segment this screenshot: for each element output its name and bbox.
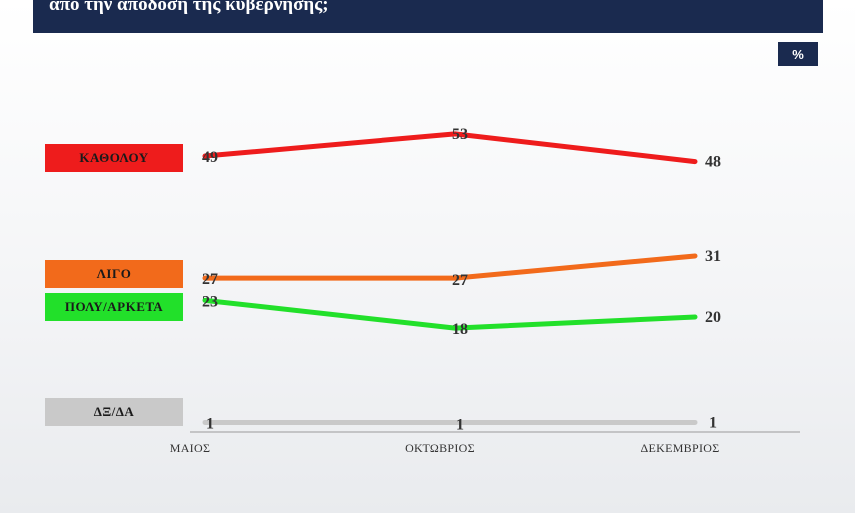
legend-item: ΛΙΓΟ (45, 260, 183, 288)
legend-item: ΠΟΛΥ/ΑΡΚΕΤΑ (45, 293, 183, 321)
data-label: 20 (705, 309, 721, 326)
data-label: 23 (202, 293, 218, 310)
legend-item: ΔΞ/ΔΑ (45, 398, 183, 426)
series-line (202, 253, 698, 281)
data-label: 27 (452, 272, 468, 289)
data-label: 1 (456, 416, 464, 433)
x-tick-label: ΔΕΚΕΜΒΡΙΟΣ (640, 441, 719, 455)
x-tick-label: ΜΑΙΟΣ (170, 441, 210, 455)
data-label: 18 (452, 321, 468, 338)
title-bar: από την απόδοση της κυβέρνησης; (33, 0, 823, 33)
series-line (202, 297, 698, 331)
unit-badge: % (778, 42, 818, 66)
data-label: 49 (202, 149, 218, 166)
data-label: 1 (709, 414, 717, 431)
x-tick-label: ΟΚΤΩΒΡΙΟΣ (405, 441, 475, 455)
data-label: 53 (452, 126, 468, 143)
data-label: 1 (206, 415, 214, 432)
data-label: 48 (705, 154, 721, 171)
data-label: 27 (202, 271, 218, 288)
series-line (202, 131, 698, 165)
chart-title: από την απόδοση της κυβέρνησης; (49, 0, 329, 15)
legend-item: ΚΑΘΟΛΟΥ (45, 144, 183, 172)
data-label: 31 (705, 248, 721, 265)
